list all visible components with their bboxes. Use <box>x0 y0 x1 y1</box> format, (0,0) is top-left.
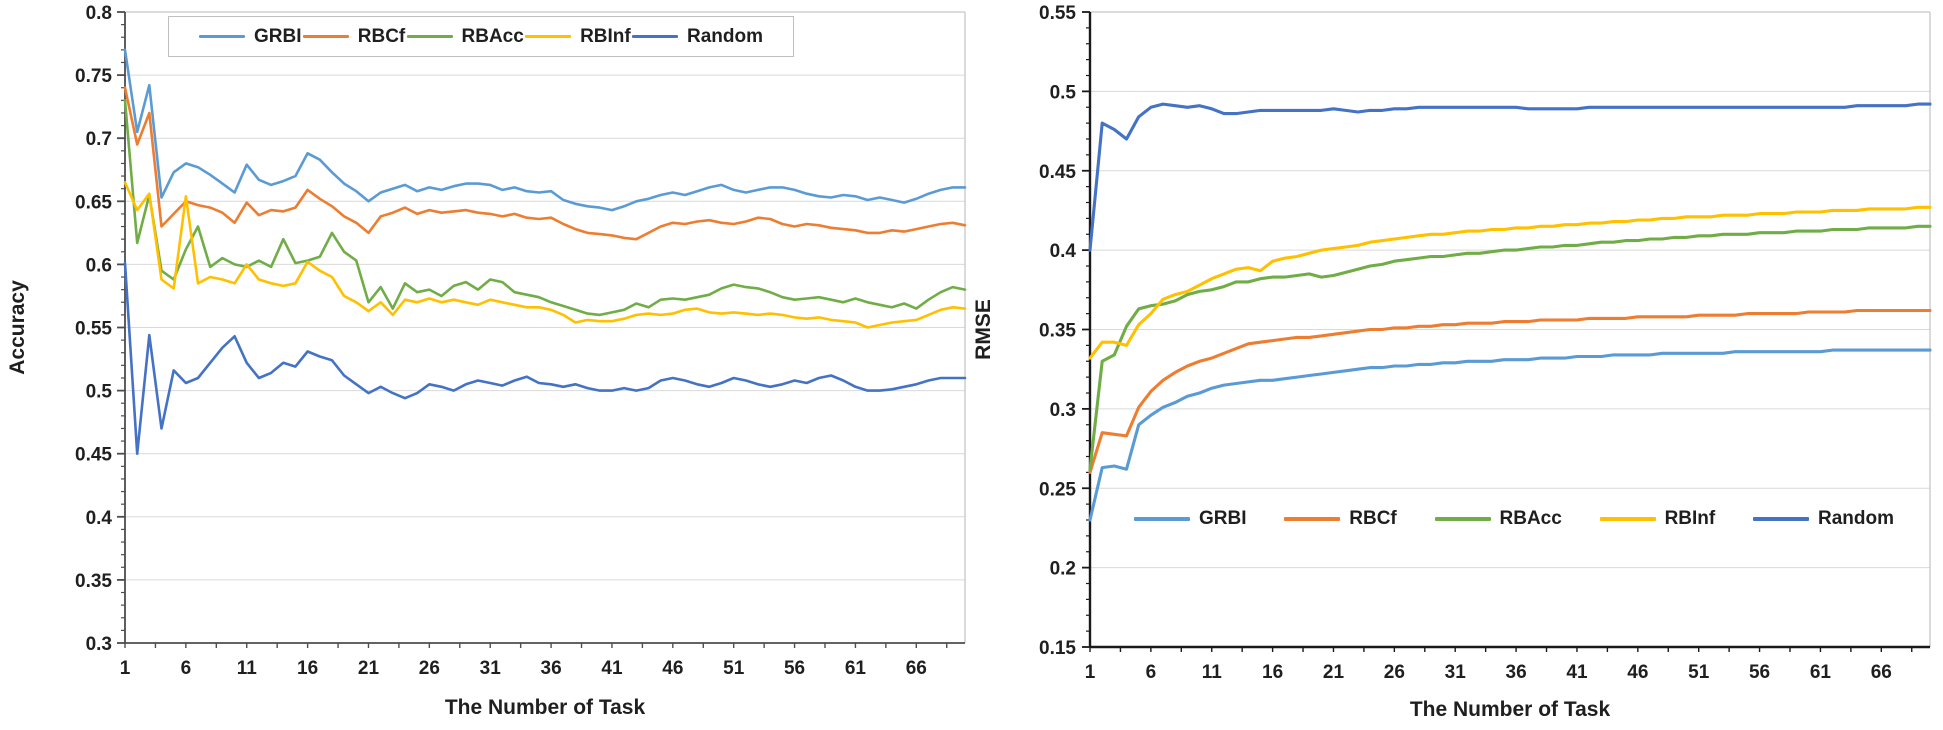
legend-swatch-rbinf <box>525 35 572 38</box>
series-line-rbinf <box>123 181 967 329</box>
x-tick-label: 46 <box>662 658 683 679</box>
legend-label: RBCf <box>1349 508 1397 529</box>
x-tick-label: 61 <box>1810 662 1832 683</box>
x-axis-title: The Number of Task <box>1410 698 1611 721</box>
y-tick-label: 0.3 <box>86 634 112 655</box>
x-tick-label: 56 <box>1749 662 1770 683</box>
legend-item-random: Random <box>1752 508 1894 530</box>
x-tick-label: 11 <box>1202 662 1223 683</box>
legend-swatch-rbcf <box>302 35 349 38</box>
legend-item-rbcf: RBCf <box>302 25 406 48</box>
series-line-rbcf <box>1088 308 1932 474</box>
legend-label: Random <box>686 25 763 47</box>
x-tick-label: 26 <box>419 658 440 679</box>
x-tick-label: 61 <box>845 658 867 679</box>
legend-item-rbacc: RBAcc <box>1434 508 1562 530</box>
x-tick-label: 36 <box>1506 662 1527 683</box>
y-tick-label: 0.7 <box>86 129 112 150</box>
legend-swatch-rbinf <box>1599 517 1656 521</box>
legend-label: RBCf <box>357 25 406 47</box>
legend-swatch-rbcf <box>1284 517 1341 521</box>
legend-swatch-grbi <box>199 35 245 38</box>
y-tick-label: 0.45 <box>1039 162 1076 183</box>
legend-item-rbacc: RBAcc <box>406 25 524 48</box>
y-tick-label: 0.5 <box>86 382 113 403</box>
series-line-rbinf <box>1088 205 1932 360</box>
y-tick-label: 0.4 <box>86 508 113 529</box>
x-tick-label: 46 <box>1627 662 1648 683</box>
x-tick-label: 51 <box>723 658 745 679</box>
legend-swatch-grbi <box>1134 517 1190 521</box>
legend-item-grbi: GRBI <box>1134 508 1247 530</box>
x-tick-label: 41 <box>601 658 623 679</box>
legend-swatch-rbacc <box>406 35 453 38</box>
legend-item-random: Random <box>631 25 763 48</box>
x-axis-title: The Number of Task <box>445 696 646 719</box>
y-axis-title: RMSE <box>972 299 995 360</box>
legend-item-rbinf: RBInf <box>1599 508 1716 530</box>
series-line-rbcf <box>123 86 967 241</box>
x-tick-label: 41 <box>1566 662 1588 683</box>
y-tick-label: 0.6 <box>86 255 112 276</box>
x-tick-label: 51 <box>1688 662 1710 683</box>
legend-swatch-rbacc <box>1434 517 1491 521</box>
legend-label: GRBI <box>1199 508 1247 529</box>
y-tick-label: 0.55 <box>1039 3 1076 24</box>
series-line-random <box>123 261 967 456</box>
x-tick-label: 26 <box>1384 662 1405 683</box>
legend-label: GRBI <box>254 25 302 47</box>
legend-label: RBInf <box>1664 508 1716 529</box>
y-tick-label: 0.8 <box>86 3 112 24</box>
y-axis-title: Accuracy <box>6 280 29 375</box>
x-tick-label: 6 <box>1146 662 1157 683</box>
legend-item-grbi: GRBI <box>199 26 302 48</box>
x-tick-label: 21 <box>1323 662 1345 683</box>
series-line-rbacc <box>1088 224 1932 471</box>
y-tick-label: 0.4 <box>1050 241 1077 262</box>
x-tick-label: 36 <box>541 658 562 679</box>
x-tick-label: 16 <box>297 658 318 679</box>
x-tick-label: 31 <box>1445 662 1467 683</box>
series-line-grbi <box>123 48 967 212</box>
y-tick-label: 0.65 <box>75 192 112 213</box>
y-tick-label: 0.35 <box>75 571 112 592</box>
legend-item-rbinf: RBInf <box>525 26 631 48</box>
series-line-random <box>1088 102 1932 252</box>
legend-label: RBAcc <box>1499 508 1562 529</box>
x-tick-label: 6 <box>181 658 192 679</box>
legend-label: RBAcc <box>461 25 524 47</box>
y-tick-label: 0.15 <box>1039 638 1076 659</box>
series-line-rbacc <box>123 99 967 317</box>
rmse-chart-legend: GRBI RBCf RBAcc RBInf Random <box>1128 498 1900 540</box>
x-tick-label: 66 <box>1871 662 1892 683</box>
x-tick-label: 31 <box>480 658 502 679</box>
series-line-grbi <box>1088 348 1932 522</box>
x-tick-label: 16 <box>1262 662 1283 683</box>
x-tick-label: 1 <box>1085 662 1096 683</box>
x-tick-label: 21 <box>358 658 380 679</box>
x-tick-label: 66 <box>906 658 927 679</box>
x-tick-label: 56 <box>784 658 805 679</box>
y-tick-label: 0.75 <box>75 66 112 87</box>
y-tick-label: 0.2 <box>1050 559 1076 580</box>
y-tick-label: 0.55 <box>75 319 112 340</box>
legend-swatch-random <box>1752 517 1809 521</box>
x-tick-label: 11 <box>237 658 258 679</box>
y-tick-label: 0.5 <box>1050 82 1077 103</box>
x-tick-label: 1 <box>120 658 131 679</box>
y-tick-label: 0.25 <box>1039 479 1076 500</box>
legend-label: Random <box>1817 508 1894 529</box>
y-tick-label: 0.45 <box>75 445 112 466</box>
legend-label: RBInf <box>580 25 631 47</box>
legend-swatch-random <box>631 35 678 38</box>
y-tick-label: 0.3 <box>1050 400 1076 421</box>
accuracy-chart-legend: GRBI RBCf RBAcc RBInf Random <box>168 16 794 57</box>
legend-item-rbcf: RBCf <box>1284 508 1397 530</box>
y-tick-label: 0.35 <box>1039 321 1076 342</box>
